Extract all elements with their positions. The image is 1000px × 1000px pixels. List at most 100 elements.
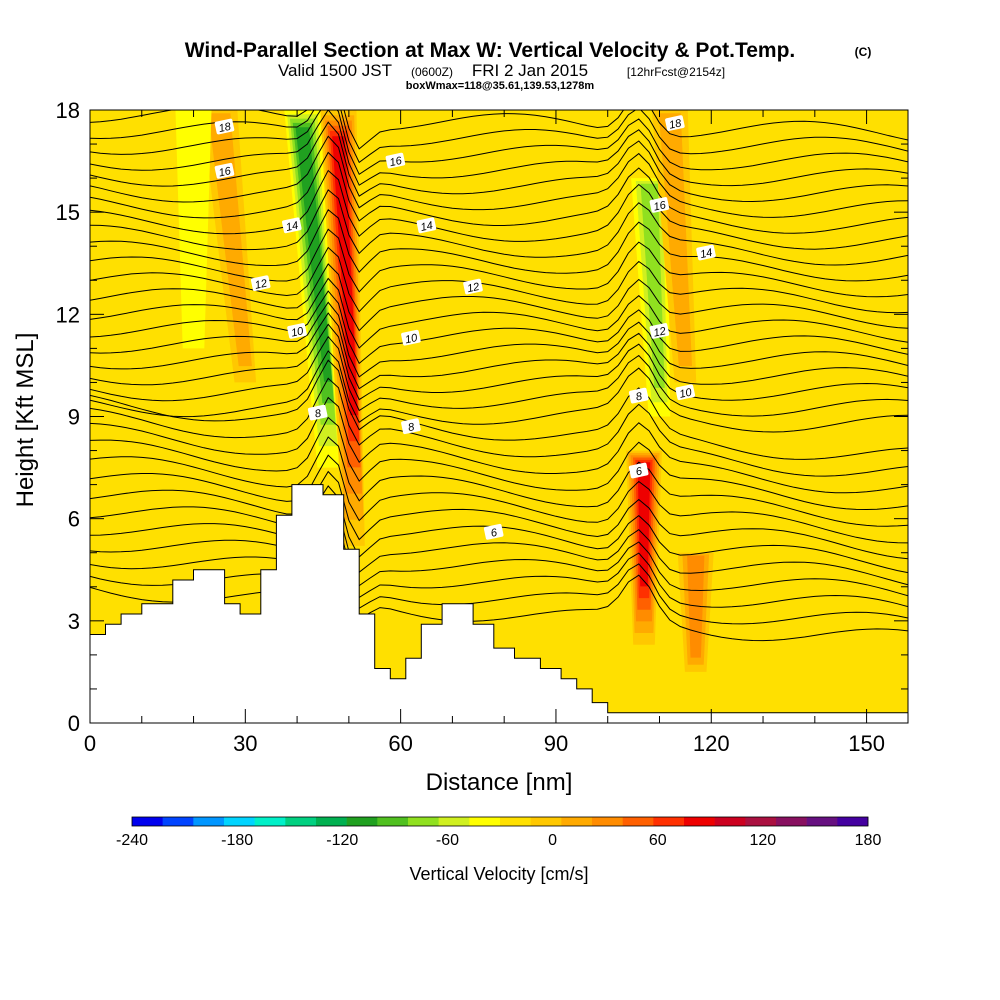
x-tick-label: 0 xyxy=(84,731,96,756)
colorbar-swatch xyxy=(592,817,623,826)
forecast-info: [12hrFcst@2154z] xyxy=(627,65,725,79)
contour-label-text: 10 xyxy=(290,325,305,339)
colorbar-swatch xyxy=(438,817,470,826)
contour-label-7: 14 xyxy=(416,217,437,234)
contour-label-text: 12 xyxy=(652,325,666,339)
isentrope-line xyxy=(90,543,908,642)
contour-label-4: 10 xyxy=(287,323,307,340)
isentrope-line xyxy=(90,110,908,176)
isentrope-line xyxy=(90,396,908,494)
valid-date: FRI 2 Jan 2015 xyxy=(472,61,588,80)
contour-labels: 18 16 14 12 10 8 16 14 12 10 8 6 18 16 14 12 10 8 6 xyxy=(214,115,716,540)
isentrope-line xyxy=(90,246,908,314)
colorbar-swatch xyxy=(806,817,838,826)
colorbar-swatch xyxy=(469,817,501,826)
isentrope-line xyxy=(90,508,908,597)
contour-label-0: 18 xyxy=(214,118,235,135)
contour-label-text: 14 xyxy=(285,220,299,234)
isentrope-line xyxy=(90,189,908,266)
contour-label-15: 12 xyxy=(649,323,670,340)
colorbar-swatch xyxy=(684,817,715,826)
contour-label-text: 14 xyxy=(419,220,433,234)
isentrope-contours xyxy=(90,110,908,642)
contour-label-text: 8 xyxy=(314,407,323,420)
isentrope-line xyxy=(90,121,908,203)
colorbar-frame xyxy=(131,816,869,827)
isentrope-line xyxy=(90,350,908,433)
colorbar-label: Vertical Velocity [cm/s] xyxy=(409,864,588,884)
colorbar-swatch xyxy=(837,817,869,826)
isentrope-line xyxy=(90,436,908,527)
contour-label-1: 16 xyxy=(214,162,235,179)
contour-label-17: 8 xyxy=(628,387,649,404)
isentrope-line xyxy=(90,312,908,390)
colorbar-swatch xyxy=(561,817,593,826)
colorbar-tick-label: 180 xyxy=(855,832,882,849)
contour-label-text: 16 xyxy=(388,155,403,169)
velocity-feature-1 xyxy=(320,110,365,546)
contour-label-11: 6 xyxy=(483,523,504,540)
contour-label-8: 12 xyxy=(463,278,483,295)
colorbar-swatch xyxy=(622,817,654,826)
isentrope-line xyxy=(90,359,908,460)
velocity-feature-0 xyxy=(284,110,339,468)
y-tick-label: 6 xyxy=(68,507,80,532)
title-suffix: (C) xyxy=(855,45,872,59)
colorbar-tick-label: -60 xyxy=(436,832,459,849)
colorbar-tick-label: -240 xyxy=(116,832,148,849)
colorbar: -240 -180 -120 -60 0 60 120 180 xyxy=(116,816,882,849)
isentrope-line xyxy=(90,301,908,378)
colorbar-tick-label: 0 xyxy=(548,832,557,849)
colorbar-swatch xyxy=(162,817,194,826)
colorbar-swatch xyxy=(653,817,685,826)
contour-label-text: 18 xyxy=(668,117,683,131)
isentrope-line xyxy=(90,169,908,250)
contour-label-text: 12 xyxy=(254,278,268,292)
contour-label-6: 16 xyxy=(385,152,406,169)
contour-label-9: 10 xyxy=(401,329,421,346)
valid-time: Valid 1500 JST xyxy=(278,61,392,80)
contour-label-text: 6 xyxy=(635,465,644,478)
isentrope-line xyxy=(90,290,908,365)
colorbar-tick-label: 120 xyxy=(750,832,777,849)
contour-label-text: 6 xyxy=(490,527,499,540)
colorbar-swatch xyxy=(193,817,225,826)
x-tick-label: 120 xyxy=(693,731,730,756)
contour-label-10: 8 xyxy=(401,418,421,434)
isentrope-line xyxy=(90,110,908,187)
colorbar-swatch xyxy=(254,817,286,826)
velocity-field xyxy=(175,110,714,672)
contour-label-3: 12 xyxy=(250,275,271,292)
contour-label-12: 18 xyxy=(665,115,685,132)
contour-label-text: 16 xyxy=(652,199,667,213)
contour-label-text: 8 xyxy=(407,421,416,434)
isentrope-line xyxy=(90,454,908,544)
colorbar-swatch xyxy=(316,817,347,826)
isentrope-line xyxy=(90,263,908,332)
colorbar-swatch xyxy=(500,817,531,826)
y-tick-label: 0 xyxy=(68,711,80,736)
axes: 0 30 60 90 120 150 0 3 6 9 12 15 18 xyxy=(56,98,908,756)
isentrope-line xyxy=(90,228,908,298)
chart-title: Wind-Parallel Section at Max W: Vertical… xyxy=(185,39,796,62)
contour-label-13: 16 xyxy=(649,197,670,214)
contour-label-text: 10 xyxy=(678,386,693,400)
isentrope-line xyxy=(90,277,908,349)
colorbar-swatch xyxy=(377,817,409,826)
contour-label-18: 6 xyxy=(628,462,649,478)
isentrope-line xyxy=(90,110,908,150)
colorbar-swatch xyxy=(224,817,255,826)
isentrope-line xyxy=(90,151,908,234)
colorbar-swatch xyxy=(285,817,317,826)
x-tick-label: 30 xyxy=(233,731,257,756)
contour-label-text: 8 xyxy=(635,390,644,403)
contour-label-text: 10 xyxy=(404,332,419,346)
isentrope-line xyxy=(90,323,908,401)
y-axis-label: Height [Kft MSL] xyxy=(12,333,39,508)
isentrope-line xyxy=(90,470,908,560)
plot-area: 18 16 14 12 10 8 16 14 12 10 8 6 18 16 14 12 10 8 6 xyxy=(90,110,908,723)
x-axis-label: Distance [nm] xyxy=(426,769,573,796)
isentrope-line xyxy=(90,416,908,511)
y-tick-label: 12 xyxy=(56,302,80,327)
terrain-profile xyxy=(90,484,908,723)
